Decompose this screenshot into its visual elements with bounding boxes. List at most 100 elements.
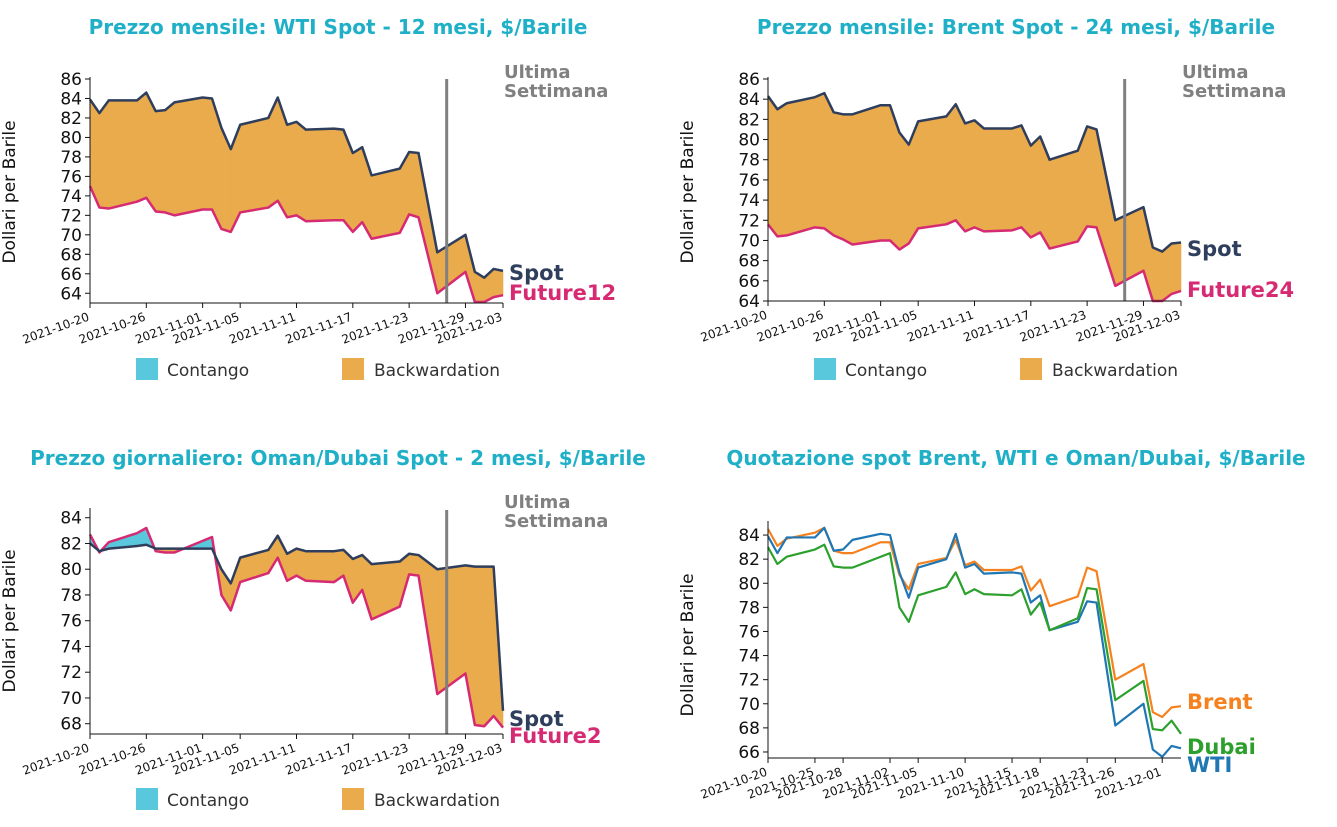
contango-swatch bbox=[136, 788, 158, 810]
y-tick-label: 70 bbox=[60, 226, 82, 246]
backwardation-area bbox=[286, 121, 297, 218]
backwardation-swatch bbox=[1020, 358, 1042, 380]
plot-area-spot-comparison: 666870727476788082842021-10-202021-10-25… bbox=[699, 521, 1182, 802]
y-tick-label: 78 bbox=[60, 586, 82, 606]
panel-wti: Prezzo mensile: WTI Spot - 12 mesi, $/Ba… bbox=[0, 15, 616, 381]
y-tick-label: 72 bbox=[60, 206, 82, 226]
backwardation-area bbox=[1030, 135, 1041, 238]
y-tick-label: 70 bbox=[738, 231, 760, 251]
y-tick-label: 82 bbox=[60, 109, 82, 129]
ultima-settimana-annotation-line2: Settimana bbox=[504, 81, 608, 102]
y-tick-label: 80 bbox=[60, 560, 82, 580]
backwardation-area bbox=[164, 101, 175, 216]
y-tick-label: 76 bbox=[738, 622, 760, 642]
backwardation-area bbox=[777, 102, 788, 237]
backwardation-area bbox=[99, 99, 110, 209]
backwardation-area bbox=[305, 128, 335, 222]
y-tick-label: 72 bbox=[738, 671, 760, 691]
y-tick-label: 84 bbox=[738, 90, 760, 110]
backwardation-area bbox=[852, 104, 881, 245]
spot-series-line bbox=[766, 91, 1182, 253]
legend: Contango Backwardation bbox=[136, 358, 500, 381]
backwardation-area bbox=[333, 128, 344, 221]
spot-series-label: Spot bbox=[1187, 237, 1242, 261]
backwardation-area bbox=[155, 109, 166, 213]
future-series-line bbox=[767, 219, 1182, 303]
backwardation-swatch bbox=[342, 358, 364, 380]
backwardation-area bbox=[899, 131, 910, 251]
backwardation-area bbox=[371, 561, 401, 620]
y-tick-label: 76 bbox=[60, 167, 82, 187]
brent-series-label: Brent bbox=[1187, 690, 1253, 714]
y-tick-label: 74 bbox=[738, 191, 760, 211]
legend-backwardation-label: Backwardation bbox=[374, 791, 500, 811]
backwardation-area bbox=[361, 554, 372, 620]
y-tick-label: 82 bbox=[738, 110, 760, 130]
panel-title-brent: Prezzo mensile: Brent Spot - 24 mesi, $/… bbox=[757, 15, 1275, 39]
y-tick-label: 64 bbox=[738, 292, 760, 312]
wti-series-line bbox=[767, 526, 1182, 758]
y-tick-label: 68 bbox=[60, 245, 82, 265]
panel-title-wti: Prezzo mensile: WTI Spot - 12 mesi, $/Ba… bbox=[89, 15, 588, 39]
backwardation-area bbox=[211, 98, 222, 230]
backwardation-area bbox=[1161, 242, 1172, 302]
y-tick-label: 72 bbox=[738, 211, 760, 231]
legend-contango-label: Contango bbox=[167, 791, 249, 811]
y-tick-label: 78 bbox=[60, 148, 82, 168]
ultima-settimana-annotation-line2: Settimana bbox=[504, 511, 608, 532]
spot-series-label: Spot bbox=[509, 261, 564, 285]
y-tick-label: 82 bbox=[60, 534, 82, 554]
backwardation-area bbox=[408, 553, 419, 576]
contango-swatch bbox=[814, 358, 836, 380]
legend: Contango Backwardation bbox=[814, 358, 1178, 381]
y-tick-label: 84 bbox=[60, 509, 82, 529]
backwardation-area bbox=[767, 95, 778, 238]
y-axis-label-spot-comparison: Dollari per Barile bbox=[678, 573, 698, 716]
future-series-line bbox=[88, 526, 504, 729]
backwardation-area bbox=[1171, 242, 1182, 295]
y-tick-label: 68 bbox=[60, 715, 82, 735]
dubai-series-label: Dubai bbox=[1187, 735, 1256, 759]
backwardation-area bbox=[824, 92, 835, 237]
y-tick-label: 68 bbox=[738, 719, 760, 739]
backwardation-area bbox=[174, 97, 203, 216]
y-tick-label: 74 bbox=[60, 637, 82, 657]
y-tick-label: 76 bbox=[738, 171, 760, 191]
backwardation-area bbox=[814, 92, 825, 229]
backwardation-area bbox=[493, 268, 504, 298]
panel-brent: Prezzo mensile: Brent Spot - 24 mesi, $/… bbox=[678, 15, 1294, 381]
backwardation-area bbox=[343, 129, 354, 233]
backwardation-area bbox=[296, 121, 307, 222]
backwardation-area bbox=[408, 151, 419, 218]
legend-backwardation-label: Backwardation bbox=[1052, 361, 1178, 381]
y-tick-label: 72 bbox=[60, 663, 82, 683]
dubai-series-line bbox=[767, 543, 1182, 735]
ultima-settimana-annotation: Ultima bbox=[1182, 62, 1248, 83]
ultima-settimana-annotation: Ultima bbox=[504, 62, 570, 83]
spot-series-label: Spot bbox=[509, 707, 564, 731]
plot-area-dubai: 6870727476788082842021-10-202021-10-2620… bbox=[21, 508, 505, 778]
y-tick-label: 66 bbox=[738, 272, 760, 292]
backwardation-area bbox=[946, 103, 957, 225]
y-tick-label: 74 bbox=[738, 647, 760, 667]
ultima-settimana-annotation-line2: Settimana bbox=[1182, 81, 1286, 102]
backwardation-area bbox=[483, 566, 494, 728]
backwardation-area bbox=[277, 97, 288, 219]
panel-title-dubai: Prezzo giornaliero: Oman/Dubai Spot - 2 … bbox=[30, 446, 646, 470]
backwardation-area bbox=[352, 146, 363, 233]
backwardation-area bbox=[880, 104, 891, 241]
future-series-line bbox=[88, 185, 504, 304]
backwardation-area bbox=[136, 91, 147, 203]
backwardation-area bbox=[1049, 150, 1079, 249]
backwardation-area bbox=[436, 565, 466, 695]
backwardation-area bbox=[1086, 126, 1097, 228]
y-tick-label: 66 bbox=[738, 743, 760, 763]
y-tick-label: 80 bbox=[738, 574, 760, 594]
y-tick-label: 70 bbox=[738, 695, 760, 715]
backwardation-area bbox=[917, 115, 947, 229]
panel-spot-comparison: Quotazione spot Brent, WTI e Oman/Dubai,… bbox=[678, 446, 1306, 802]
contango-swatch bbox=[136, 358, 158, 380]
y-tick-label: 80 bbox=[738, 131, 760, 151]
backwardation-area bbox=[108, 100, 138, 209]
